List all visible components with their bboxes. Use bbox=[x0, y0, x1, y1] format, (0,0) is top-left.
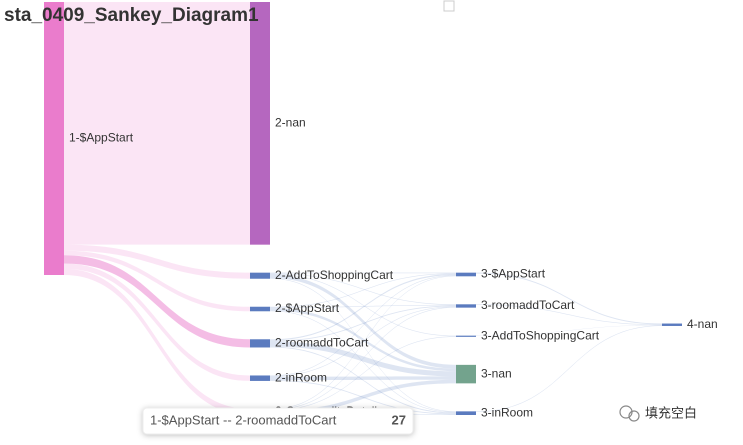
link bbox=[64, 263, 250, 381]
watermark: 填充空白 bbox=[619, 405, 697, 422]
link bbox=[270, 306, 456, 377]
link bbox=[270, 310, 456, 413]
link bbox=[476, 325, 662, 412]
link bbox=[270, 273, 456, 305]
link bbox=[270, 304, 456, 308]
link bbox=[476, 325, 662, 336]
watermark-icon bbox=[628, 410, 640, 422]
link bbox=[270, 272, 456, 274]
link bbox=[270, 305, 456, 342]
nodes bbox=[44, 2, 682, 415]
node-label: 2-roomaddToCart bbox=[275, 336, 369, 350]
node-label: 2-$AppStart bbox=[275, 301, 340, 315]
node bbox=[250, 306, 270, 312]
link bbox=[64, 255, 250, 348]
link bbox=[270, 379, 456, 415]
node-label: 3-AddToShoppingCart bbox=[481, 328, 600, 342]
node bbox=[456, 335, 476, 337]
node bbox=[662, 323, 682, 326]
link bbox=[270, 275, 456, 377]
node bbox=[456, 272, 476, 277]
link bbox=[476, 272, 662, 325]
link bbox=[270, 275, 456, 410]
tooltip-value: 27 bbox=[392, 412, 406, 427]
node-label: 3-nan bbox=[481, 366, 512, 380]
link bbox=[64, 268, 250, 415]
chart-title: sta_0409_Sankey_Diagram1 bbox=[4, 5, 259, 26]
link bbox=[64, 244, 250, 279]
node bbox=[44, 2, 64, 275]
node-label: 3-inRoom bbox=[481, 405, 533, 419]
link bbox=[64, 2, 250, 245]
links bbox=[64, 2, 662, 415]
node-label: 4-nan bbox=[687, 317, 718, 331]
node-label: 2-inRoom bbox=[275, 370, 327, 384]
link bbox=[270, 336, 456, 411]
link bbox=[64, 250, 250, 312]
node-label: 3-roomaddToCart bbox=[481, 298, 575, 312]
labels: 1-$AppStart 2-nan 2-AddToShoppingCart 2-$Ap… bbox=[69, 116, 718, 420]
link bbox=[270, 341, 456, 377]
link bbox=[270, 346, 456, 414]
link bbox=[476, 304, 662, 326]
link bbox=[270, 273, 456, 337]
node-label: 2-AddToShoppingCart bbox=[275, 268, 394, 282]
link bbox=[270, 273, 456, 308]
node-label: 1-$AppStart bbox=[69, 131, 134, 145]
watermark-text: 填充空白 bbox=[645, 405, 697, 420]
link bbox=[270, 278, 456, 412]
link bbox=[270, 273, 456, 341]
node bbox=[250, 272, 270, 279]
node bbox=[250, 339, 270, 348]
node bbox=[456, 411, 476, 415]
node bbox=[456, 364, 476, 384]
link bbox=[270, 307, 456, 411]
toolbox-icon[interactable] bbox=[443, 0, 455, 12]
link bbox=[270, 274, 456, 369]
node bbox=[250, 2, 270, 245]
tooltip-box bbox=[142, 407, 414, 435]
tooltip: 1-$AppStart -- 2-roomaddToCart 27 bbox=[142, 407, 414, 435]
node bbox=[250, 375, 270, 381]
link bbox=[270, 380, 456, 415]
node bbox=[456, 304, 476, 308]
node-label: 3-$AppStart bbox=[481, 267, 546, 281]
node-label: 2-nan bbox=[275, 116, 306, 130]
tooltip-label: 1-$AppStart -- 2-roomaddToCart bbox=[150, 412, 337, 427]
link bbox=[270, 376, 456, 381]
link bbox=[270, 307, 456, 372]
